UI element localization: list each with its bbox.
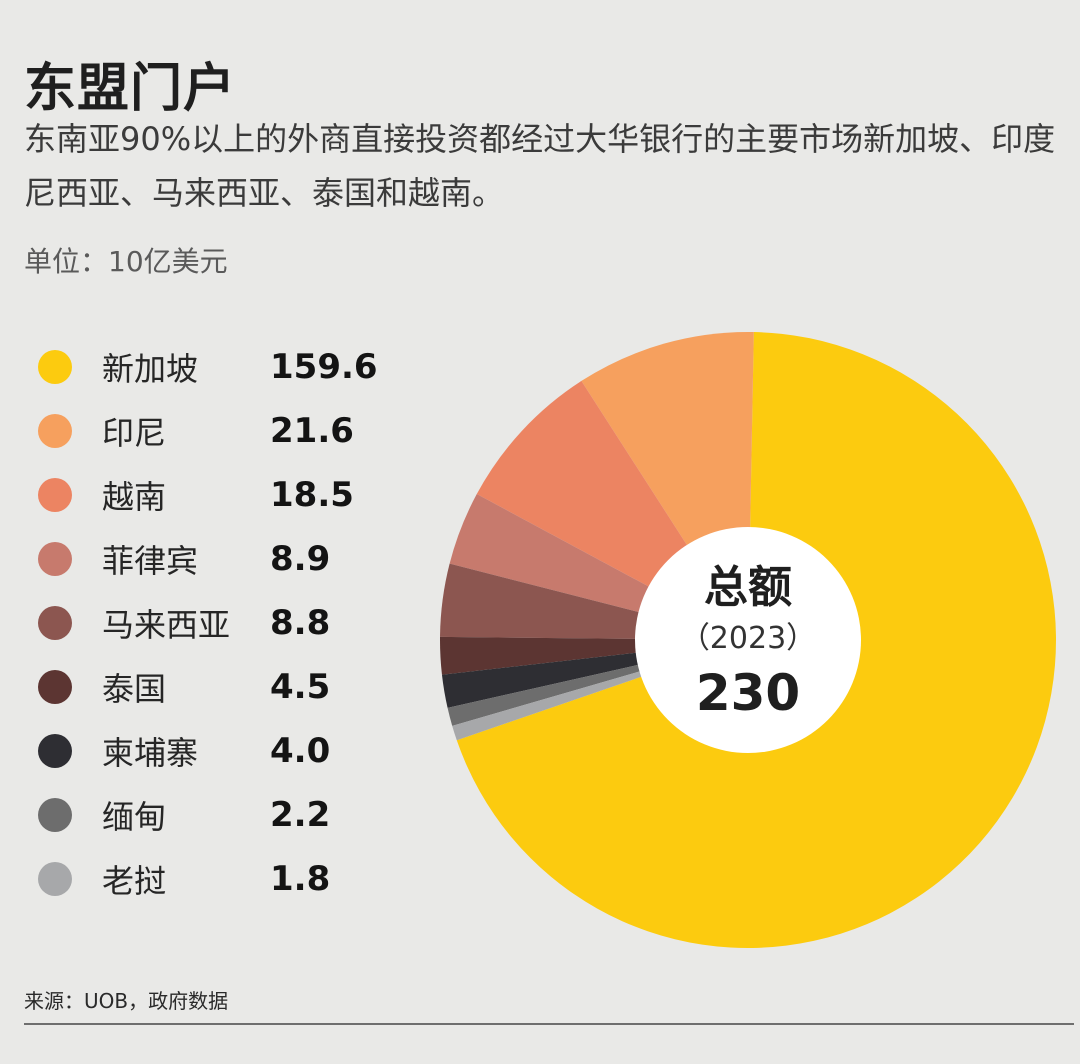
bottom-divider <box>24 1023 1074 1025</box>
data-label: 18.5 <box>270 475 354 515</box>
legend-label: 泰国 <box>102 670 167 708</box>
legend-swatch <box>38 862 72 896</box>
legend-swatch <box>38 606 72 640</box>
donut-hole <box>635 527 861 753</box>
center-total-label: 总额 <box>704 562 792 613</box>
legend-swatch <box>38 350 72 384</box>
data-label: 159.6 <box>270 347 378 387</box>
legend-label: 柬埔寨 <box>102 734 199 772</box>
data-label: 2.2 <box>270 795 331 835</box>
donut-chart: 总额 （2023） 230 <box>440 332 1056 949</box>
legend-item: 印尼 21.6 <box>38 399 398 463</box>
legend-swatch <box>38 798 72 832</box>
legend-swatch <box>38 478 72 512</box>
legend-label: 新加坡 <box>102 350 199 388</box>
legend-label: 越南 <box>102 478 167 516</box>
legend-swatch <box>38 734 72 768</box>
data-label: 8.9 <box>270 539 331 579</box>
legend-item: 柬埔寨 4.0 <box>38 719 398 783</box>
unit-label: 单位：10亿美元 <box>24 245 228 278</box>
data-label: 1.8 <box>270 859 331 899</box>
legend-swatch <box>38 670 72 704</box>
legend-item: 缅甸 2.2 <box>38 783 398 847</box>
legend-label: 老挝 <box>102 862 167 900</box>
data-label: 8.8 <box>270 603 331 643</box>
data-label: 21.6 <box>270 411 354 451</box>
chart-subtitle: 东南亚90%以上的外商直接投资都经过大华银行的主要市场新加坡、印度尼西亚、马来西… <box>24 120 1056 212</box>
legend-label: 缅甸 <box>102 798 167 836</box>
legend-label: 印尼 <box>102 414 167 452</box>
center-year-label: （2023） <box>680 621 816 656</box>
legend-item: 越南 18.5 <box>38 463 398 527</box>
legend-item: 马来西亚 8.8 <box>38 591 398 655</box>
legend-item: 新加坡 159.6 <box>38 335 398 399</box>
legend-swatch <box>38 414 72 448</box>
legend-swatch <box>38 542 72 576</box>
center-total-value: 230 <box>696 664 800 722</box>
source-note: 来源：UOB，政府数据 <box>24 989 229 1013</box>
chart-title: 东盟门户 <box>24 59 237 119</box>
legend-label: 菲律宾 <box>102 542 199 580</box>
data-label: 4.0 <box>270 731 331 771</box>
legend-item: 泰国 4.5 <box>38 655 398 719</box>
legend-item: 老挝 1.8 <box>38 847 398 911</box>
data-label: 4.5 <box>270 667 331 707</box>
legend-label: 马来西亚 <box>102 606 231 644</box>
legend-item: 菲律宾 8.9 <box>38 527 398 591</box>
